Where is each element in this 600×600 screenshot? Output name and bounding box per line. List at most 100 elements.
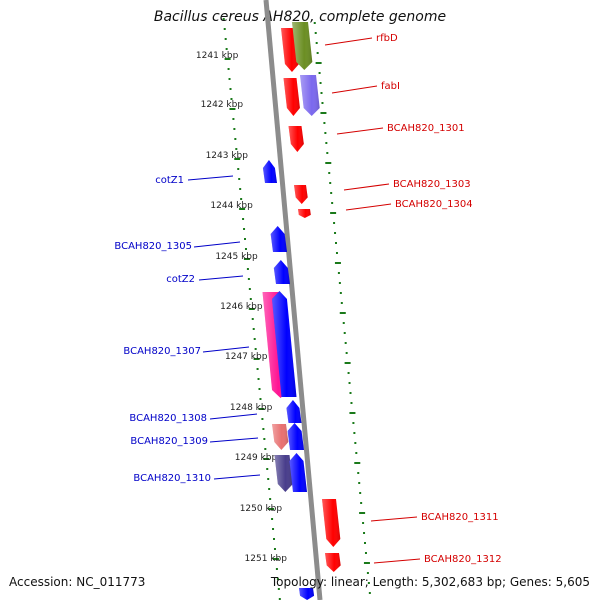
feature-BCAH820_1304-shading [298, 209, 311, 218]
scale-label: 1242 kbp [201, 100, 244, 110]
scale-labels: 1241 kbp 1242 kbp 1243 kbp 1244 kbp 1245 kbp… [196, 51, 287, 564]
gene-label-rfbD[interactable]: rfbD [376, 33, 398, 44]
track-dot [227, 68, 230, 70]
gene-label-BCAH820_1310[interactable]: BCAH820_1310 [133, 473, 211, 484]
track-dot [366, 572, 369, 574]
track-dot [272, 558, 279, 560]
track-dot [349, 392, 352, 394]
track-dot [258, 408, 265, 410]
feature-BCAH820_1301-shading [288, 126, 304, 152]
track-dot [353, 432, 356, 434]
track-dot [364, 552, 367, 554]
track-dot [271, 518, 274, 520]
scale-label: 1250 kbp [240, 504, 283, 514]
map-title: Bacillus cereus AH820, complete genome [153, 9, 447, 25]
track-dot [268, 508, 275, 510]
track-dot [349, 412, 356, 414]
track-dot [267, 478, 270, 480]
track-dot [325, 142, 328, 144]
feature-cotZ2-shading [273, 260, 290, 284]
gene-label-fabI[interactable]: fabI [381, 81, 400, 92]
callout-line [209, 413, 258, 420]
track-dot [268, 488, 271, 490]
track-dot [352, 422, 355, 424]
track-dot [320, 112, 327, 114]
scale-label: 1244 kbp [210, 201, 253, 211]
track-dot [339, 312, 346, 314]
track-dot [363, 562, 370, 564]
scale-label: 1251 kbp [245, 554, 288, 564]
track-dot [329, 182, 332, 184]
track-dot [328, 172, 331, 174]
gene-callouts: rfbD fabI BCAH820_1301 cotZ1 BCAH820_1303 BCA… [114, 33, 501, 565]
track-dot [249, 298, 252, 300]
track-dot [242, 218, 245, 220]
gene-label-BCAH820_1312[interactable]: BCAH820_1312 [424, 554, 502, 565]
feature-cotZ1-shading [262, 160, 277, 183]
gene-label-cotZ1[interactable]: cotZ1 [155, 175, 184, 186]
track-dot [316, 52, 319, 54]
track-dot [239, 208, 246, 210]
gene-features [262, 22, 341, 600]
track-dot [251, 318, 254, 320]
feature-BCAH820_1307-shading [271, 291, 297, 397]
track-dot [344, 362, 351, 364]
gene-label-cotZ2[interactable]: cotZ2 [166, 274, 195, 285]
track-dot [224, 38, 227, 40]
feature-olive-gene-shading [292, 22, 313, 70]
track-dot [273, 538, 276, 540]
feature-fabI-shading [300, 75, 320, 116]
track-dot [234, 138, 237, 140]
callout-line [370, 516, 418, 522]
track-dot [337, 272, 340, 274]
track-dot [324, 132, 327, 134]
track-dot [331, 202, 334, 204]
right-dotted-track [313, 22, 371, 594]
callout-line [202, 346, 250, 353]
gene-label-BCAH820_1301[interactable]: BCAH820_1301 [387, 123, 465, 134]
gene-label-BCAH820_1305[interactable]: BCAH820_1305 [114, 241, 192, 252]
gene-label-BCAH820_1308[interactable]: BCAH820_1308 [129, 413, 207, 424]
track-dot [278, 598, 281, 600]
accession-text: Accession: NC_011773 [9, 575, 146, 589]
feature-BCAH820_1303-shading [294, 185, 308, 204]
track-dot [368, 592, 371, 594]
track-dot [354, 442, 357, 444]
gene-label-BCAH820_1304[interactable]: BCAH820_1304 [395, 199, 473, 210]
gene-label-BCAH820_1311[interactable]: BCAH820_1311 [421, 512, 499, 523]
track-dot [333, 222, 336, 224]
scale-label: 1241 kbp [196, 51, 239, 61]
feature-BCAH820_1308-shading [286, 400, 302, 423]
track-dot [273, 548, 276, 550]
track-dot [264, 448, 267, 450]
track-dot [357, 472, 360, 474]
feature-red-gene-shading [283, 78, 300, 116]
track-dot [272, 528, 275, 530]
track-dot [269, 498, 272, 500]
scale-label: 1246 kbp [220, 302, 263, 312]
track-dot [339, 292, 342, 294]
track-dot [335, 242, 338, 244]
gene-label-BCAH820_1309[interactable]: BCAH820_1309 [130, 436, 208, 447]
feature-lightred-gene-shading [272, 424, 289, 450]
track-dot [342, 322, 345, 324]
track-dot [230, 98, 233, 100]
gene-label-BCAH820_1303[interactable]: BCAH820_1303 [393, 179, 471, 190]
track-dot [234, 158, 241, 160]
track-dot [364, 542, 367, 544]
genome-backbone [263, 0, 323, 600]
track-dot [313, 22, 316, 24]
callout-line [193, 241, 241, 248]
track-dot [244, 238, 247, 240]
track-dot [238, 178, 241, 180]
gene-label-BCAH820_1307[interactable]: BCAH820_1307 [123, 346, 201, 357]
track-dot [354, 462, 361, 464]
track-dot [243, 228, 246, 230]
track-dot [224, 58, 231, 60]
track-dot [233, 128, 236, 130]
feature-BCAH820_1305-shading [270, 226, 287, 252]
track-dot [330, 192, 333, 194]
track-dot [225, 48, 228, 50]
callout-line [343, 183, 390, 191]
